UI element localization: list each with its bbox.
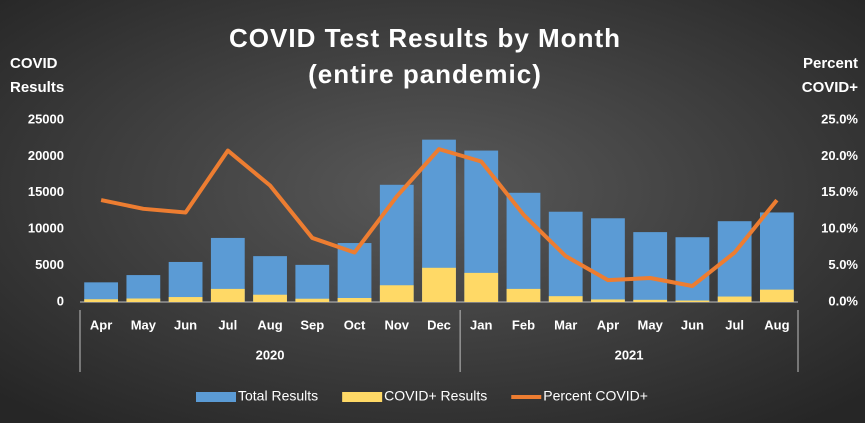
x-tick-label: Apr	[597, 317, 619, 332]
bar	[126, 298, 161, 302]
bar	[295, 264, 330, 302]
y2-axis-label: COVID+	[802, 79, 859, 96]
x-tick-label: Nov	[384, 317, 409, 332]
x-tick-label: Jun	[681, 317, 704, 332]
x-tick-label: Sep	[300, 317, 324, 332]
x-tick-label: May	[638, 317, 664, 332]
bar	[253, 256, 287, 302]
legend-swatch	[342, 392, 383, 402]
bar	[379, 184, 414, 302]
bar	[548, 296, 583, 302]
bar	[506, 192, 541, 302]
bar	[168, 297, 203, 302]
x-tick-label: May	[131, 317, 157, 332]
y2-tick-label: 5.0%	[828, 257, 858, 272]
y-tick-label: 5000	[35, 257, 64, 272]
bar	[591, 299, 625, 302]
y-tick-label: 25000	[28, 111, 64, 126]
bar	[675, 300, 710, 302]
line	[100, 147, 779, 288]
bar	[633, 232, 668, 302]
bar	[337, 297, 372, 302]
bar	[295, 298, 330, 302]
x-tick-label: Oct	[344, 317, 366, 332]
y2-tick-label: 10.0%	[821, 221, 858, 236]
chart-title: (entire pandemic)	[308, 59, 542, 89]
x-tick-label: Mar	[554, 317, 577, 332]
bar	[84, 282, 119, 302]
bar	[253, 294, 287, 302]
x-tick-label: Jul	[725, 317, 744, 332]
bar	[422, 267, 456, 302]
legend-swatch	[196, 392, 236, 402]
x-tick-label: Dec	[427, 317, 451, 332]
y2-axis-label: Percent	[803, 55, 858, 72]
bar	[759, 212, 794, 302]
x-tick-label: Jul	[218, 317, 237, 332]
y-axis-label: Results	[10, 79, 64, 96]
bar	[506, 288, 541, 302]
bar	[464, 272, 499, 302]
bar	[210, 288, 245, 302]
x-tick-label: Aug	[257, 317, 282, 332]
y2-tick-label: 0.0%	[828, 293, 858, 308]
bar	[591, 218, 625, 302]
y2-tick-label: 25.0%	[821, 111, 858, 126]
group-label: 2021	[615, 347, 644, 362]
bar	[126, 275, 161, 302]
x-tick-label: Feb	[512, 317, 535, 332]
y2-tick-label: 15.0%	[821, 184, 858, 199]
group-label: 2020	[256, 347, 285, 362]
legend-label: COVID+ Results	[384, 388, 487, 404]
chart-title: COVID Test Results by Month	[229, 23, 621, 53]
y-tick-label: 20000	[28, 148, 64, 163]
x-tick-label: Jun	[174, 317, 197, 332]
bar	[379, 285, 414, 302]
bar	[633, 299, 668, 302]
x-tick-label: Apr	[90, 317, 112, 332]
bar	[717, 296, 752, 302]
legend-label: Total Results	[238, 388, 318, 404]
bar	[675, 237, 710, 302]
y-tick-label: 10000	[28, 221, 64, 236]
x-tick-label: Aug	[764, 317, 789, 332]
y-tick-label: 15000	[28, 184, 64, 199]
y-tick-label: 0	[57, 293, 64, 308]
y-axis-label: COVID	[10, 55, 58, 72]
bar	[759, 289, 794, 302]
bar	[84, 299, 119, 302]
y2-tick-label: 20.0%	[821, 148, 858, 163]
bar	[168, 261, 203, 302]
x-tick-label: Jan	[470, 317, 492, 332]
legend-label: Percent COVID+	[543, 388, 648, 404]
